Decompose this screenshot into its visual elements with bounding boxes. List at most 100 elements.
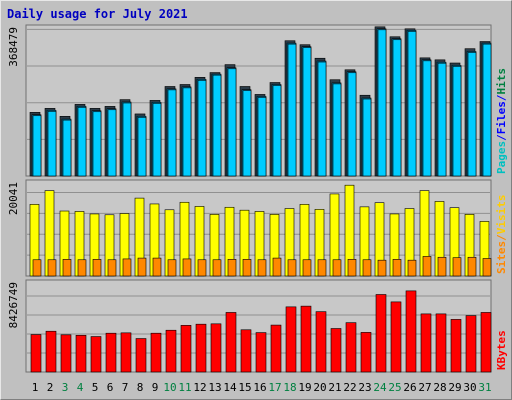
x-tick-label: 16: [253, 381, 266, 394]
bar-kbytes: [210, 323, 222, 373]
bar-sites: [377, 259, 387, 277]
legend-files: Files: [495, 101, 508, 134]
bar-kbytes: [300, 305, 312, 373]
bar-kbytes: [405, 290, 417, 373]
bar-hits: [272, 85, 282, 177]
bar-hits: [452, 66, 462, 177]
bar-sites: [392, 259, 402, 277]
legend-hits: Hits: [495, 68, 508, 95]
bar-sites: [452, 257, 462, 277]
bar-kbytes: [195, 323, 207, 373]
bar-hits: [77, 107, 87, 177]
bar-sites: [362, 259, 372, 277]
bar-kbytes: [450, 319, 462, 373]
x-tick-label: 19: [298, 381, 311, 394]
legend-slash: /: [495, 234, 508, 241]
bar-hits: [317, 61, 327, 177]
bar-kbytes: [285, 306, 297, 373]
bar-sites: [62, 259, 72, 277]
x-tick-label: 2: [47, 381, 54, 394]
bar-kbytes: [135, 338, 147, 373]
x-tick-label: 20: [313, 381, 326, 394]
bar-kbytes: [315, 311, 327, 373]
bar-kbytes: [225, 312, 237, 373]
bar-kbytes: [240, 329, 252, 373]
bar-hits: [182, 87, 192, 177]
bar-kbytes: [390, 301, 402, 373]
bar-hits: [122, 102, 132, 177]
bar-sites: [47, 259, 57, 277]
bar-hits: [212, 74, 222, 177]
bar-hits: [32, 115, 42, 177]
x-tick-label: 21: [328, 381, 341, 394]
bar-sites: [77, 259, 87, 277]
bar-hits: [362, 98, 372, 177]
y-max-label: 8426749: [7, 282, 20, 328]
bar-kbytes: [465, 315, 477, 373]
x-tick-label: 3: [62, 381, 69, 394]
bar-sites: [257, 259, 267, 277]
legend-pages: Pages: [495, 141, 508, 174]
bar-hits: [347, 72, 357, 177]
bar-sites: [467, 256, 477, 277]
bar-hits: [92, 111, 102, 177]
x-tick-label: 13: [208, 381, 221, 394]
x-tick-label: 8: [137, 381, 144, 394]
bar-hits: [392, 39, 402, 177]
right-legend-visits-sites: Sites/Visits: [495, 195, 508, 275]
bar-hits: [197, 80, 207, 177]
chart-title: Daily usage for July 2021: [7, 7, 188, 21]
bar-kbytes: [60, 334, 72, 373]
x-tick-label: 29: [448, 381, 461, 394]
bar-hits: [107, 109, 117, 177]
x-tick-label: 15: [238, 381, 251, 394]
x-tick-label: 9: [152, 381, 159, 394]
bar-kbytes: [150, 332, 162, 373]
bar-kbytes: [330, 328, 342, 373]
bar-sites: [437, 256, 447, 277]
bar-kbytes: [75, 334, 87, 373]
bar-kbytes: [270, 324, 282, 373]
bar-kbytes: [375, 294, 387, 373]
bar-sites: [407, 259, 417, 277]
x-tick-label: 30: [463, 381, 476, 394]
x-tick-label: 17: [268, 381, 281, 394]
bar-kbytes: [45, 330, 57, 373]
bar-sites: [332, 259, 342, 277]
y-max-label: 368479: [7, 27, 20, 67]
bar-kbytes: [255, 332, 267, 373]
bar-sites: [152, 257, 162, 277]
bar-sites: [482, 258, 492, 277]
legend-slash: /: [495, 94, 508, 101]
bar-kbytes: [30, 334, 42, 373]
bar-sites: [212, 259, 222, 277]
bar-sites: [272, 257, 282, 277]
bar-sites: [242, 259, 252, 277]
x-tick-label: 10: [163, 381, 176, 394]
legend-kbytes: KBytes: [495, 330, 508, 370]
legend-sites: Sites: [495, 241, 508, 274]
bar-kbytes: [360, 332, 372, 373]
bar-sites: [227, 259, 237, 277]
bar-hits: [302, 47, 312, 177]
legend-visits: Visits: [495, 195, 508, 235]
bar-hits: [467, 52, 477, 177]
bar-sites: [317, 259, 327, 277]
x-tick-label: 4: [77, 381, 84, 394]
x-tick-label: 7: [122, 381, 129, 394]
bar-hits: [407, 31, 417, 177]
bar-sites: [137, 257, 147, 277]
x-tick-label: 22: [343, 381, 356, 394]
bar-sites: [167, 259, 177, 277]
bar-kbytes: [435, 313, 447, 373]
bar-hits: [242, 90, 252, 177]
x-tick-label: 12: [193, 381, 206, 394]
bar-kbytes: [420, 313, 432, 373]
bar-hits: [227, 68, 237, 177]
x-tick-label: 26: [403, 381, 416, 394]
x-tick-label: 27: [418, 381, 431, 394]
legend-slash: /: [495, 134, 508, 141]
bar-sites: [422, 256, 432, 277]
bar-hits: [62, 119, 72, 177]
